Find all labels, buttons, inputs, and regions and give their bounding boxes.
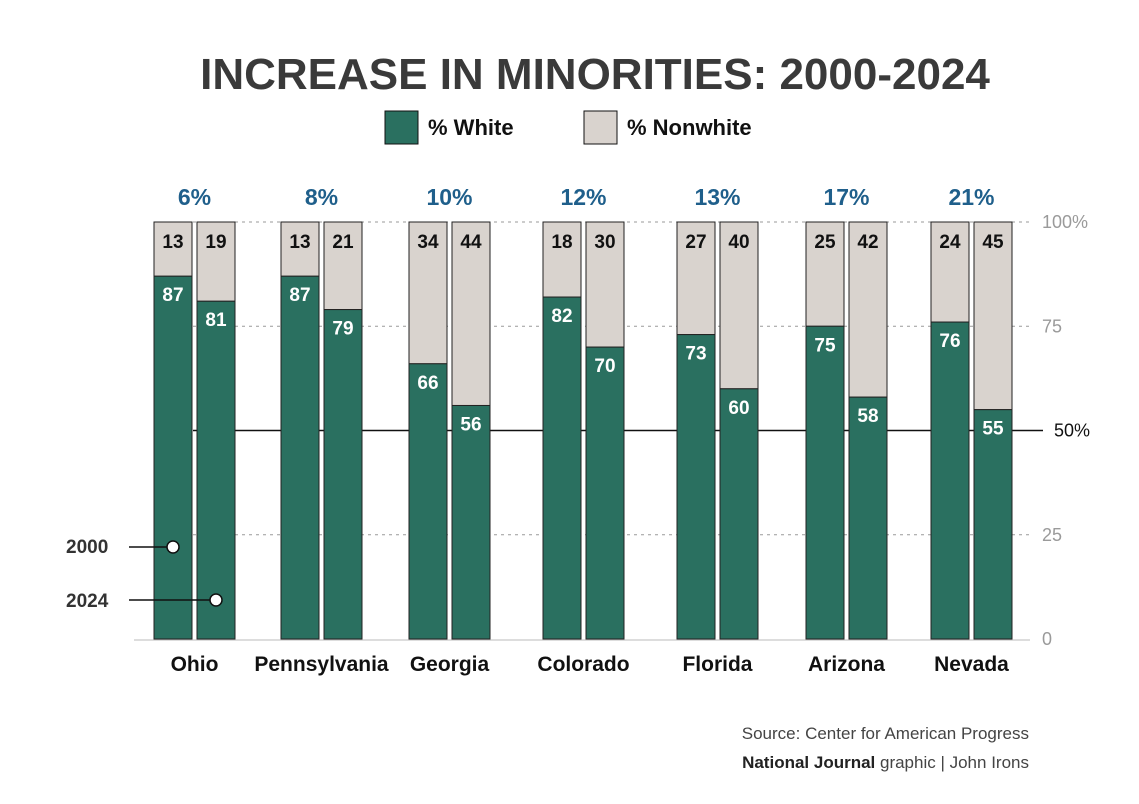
data-label-nonwhite: 40 (728, 232, 749, 253)
credit-author: graphic | John Irons (875, 753, 1029, 772)
data-label-nonwhite: 21 (332, 232, 354, 253)
y-tick-label: 50% (1054, 421, 1090, 441)
data-label-white: 56 (460, 414, 481, 435)
bar-nonwhite (805, 221, 845, 327)
y-tick-label: 75 (1042, 316, 1062, 336)
data-label-nonwhite: 34 (417, 232, 439, 253)
bar-nonwhite (585, 221, 625, 348)
data-label-nonwhite: 27 (685, 232, 706, 253)
bar-nonwhite (848, 221, 888, 398)
y-axis-ticks: 0 25 50% 75 100% (1042, 212, 1090, 649)
data-label-white: 58 (857, 406, 878, 427)
bar-nonwhite (542, 221, 582, 298)
data-label-white: 66 (417, 373, 438, 394)
x-tick-label: Georgia (410, 653, 490, 676)
year-legend: 2000 2024 (66, 537, 223, 612)
data-label-white: 79 (332, 319, 353, 340)
bar-white (153, 275, 193, 640)
data-label-white: 73 (685, 344, 706, 365)
bar-white (930, 321, 970, 640)
increase-label: 8% (305, 184, 338, 210)
x-tick-label: Nevada (934, 653, 1009, 676)
data-label-nonwhite: 25 (814, 232, 836, 253)
year-label-2000: 2000 (66, 537, 108, 558)
bar-nonwhite (408, 221, 448, 365)
data-label-nonwhite: 13 (162, 232, 183, 253)
bar-nonwhite (719, 221, 759, 390)
bar-white (585, 346, 625, 640)
bar-white (280, 275, 320, 640)
y-tick-label: 25 (1042, 525, 1062, 545)
data-label-white: 76 (939, 331, 960, 352)
bar-white (973, 409, 1013, 640)
bar-nonwhite (451, 221, 491, 406)
data-label-white: 55 (982, 419, 1004, 440)
data-label-nonwhite: 30 (594, 232, 615, 253)
legend-swatch-nonwhite (583, 110, 618, 145)
bar-nonwhite (196, 221, 236, 302)
year-dot-2024 (209, 593, 223, 607)
year-dot-2000 (166, 540, 180, 554)
x-tick-label: Ohio (171, 653, 219, 676)
x-tick-label: Arizona (808, 653, 885, 676)
data-label-white: 60 (728, 398, 749, 419)
increase-label: 10% (426, 184, 472, 210)
increase-label: 13% (694, 184, 740, 210)
bar-white (451, 404, 491, 640)
data-label-nonwhite: 18 (551, 232, 572, 253)
bar-nonwhite (153, 221, 193, 277)
bar-white (196, 300, 236, 640)
legend-label-white: % White (428, 115, 514, 140)
increase-label: 12% (560, 184, 606, 210)
data-label-white: 87 (162, 285, 183, 306)
data-label-nonwhite: 42 (857, 232, 878, 253)
bars: 13 87 19 81 13 87 21 79 34 66 44 56 18 82 30 70 27 73 40 60… (153, 221, 1013, 640)
y-tick-label: 0 (1042, 629, 1052, 649)
increase-label: 21% (948, 184, 994, 210)
x-tick-label: Pennsylvania (254, 653, 389, 676)
year-label-2024: 2024 (66, 591, 109, 612)
data-label-nonwhite: 19 (205, 232, 226, 253)
legend: % White % Nonwhite (384, 110, 752, 145)
x-tick-label: Colorado (537, 653, 629, 676)
x-tick-label: Florida (682, 653, 752, 676)
bar-nonwhite (973, 221, 1013, 411)
legend-label-nonwhite: % Nonwhite (627, 115, 752, 140)
data-label-nonwhite: 45 (982, 232, 1004, 253)
legend-swatch-white (384, 110, 419, 145)
data-label-white: 82 (551, 306, 572, 327)
bar-white (719, 388, 759, 640)
data-label-nonwhite: 24 (939, 232, 961, 253)
bar-white (676, 334, 716, 640)
bar-nonwhite (930, 221, 970, 323)
data-label-white: 70 (594, 356, 615, 377)
data-label-white: 81 (205, 310, 227, 331)
increase-label: 6% (178, 184, 211, 210)
bar-white (408, 363, 448, 640)
y-tick-label: 100% (1042, 212, 1088, 232)
increase-label: 17% (823, 184, 869, 210)
source-note: Source: Center for American Progress (742, 724, 1029, 743)
data-label-white: 87 (289, 285, 310, 306)
category-labels: 6% Ohio 8% Pennsylvania 10% Georgia 12% Colorad… (171, 184, 1010, 676)
chart-title: INCREASE IN MINORITIES: 2000-2024 (200, 50, 990, 99)
bar-nonwhite (323, 221, 363, 311)
credit-publisher: National Journal (742, 753, 875, 772)
bar-white (542, 296, 582, 640)
bar-white (848, 396, 888, 640)
data-label-nonwhite: 44 (460, 232, 482, 253)
credit-line: National Journal graphic | John Irons (742, 753, 1029, 772)
bar-white (323, 309, 363, 640)
data-label-nonwhite: 13 (289, 232, 310, 253)
bar-white (805, 325, 845, 640)
data-label-white: 75 (814, 335, 836, 356)
